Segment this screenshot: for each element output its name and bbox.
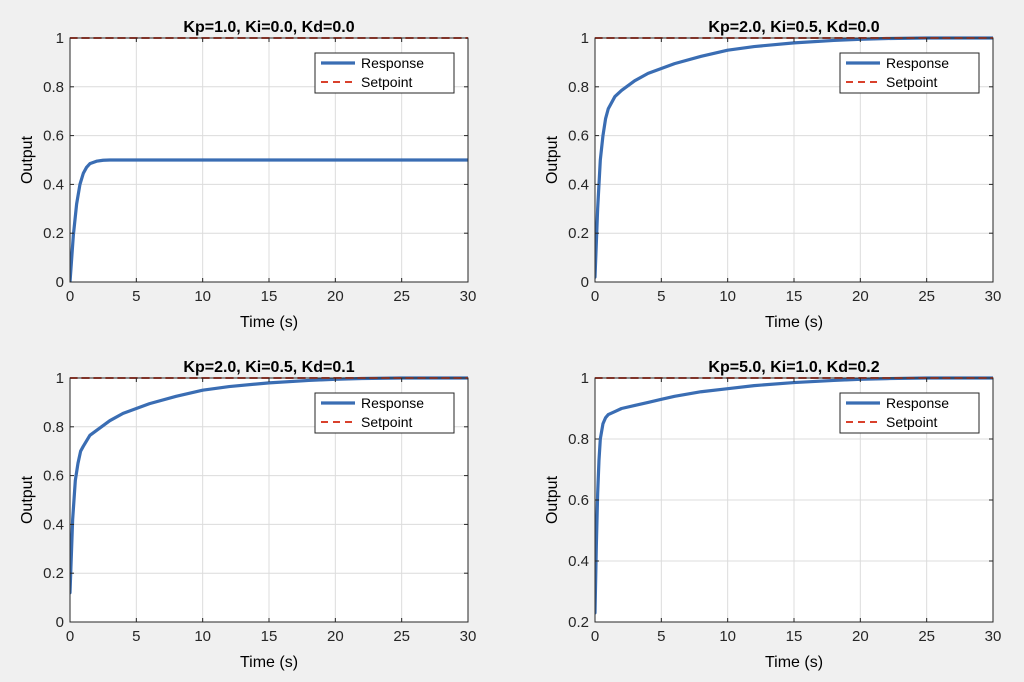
y-tick-label: 0.6 — [568, 492, 589, 509]
legend-label-response: Response — [886, 55, 949, 71]
x-tick-label: 30 — [460, 628, 477, 645]
series-response-line — [595, 376, 993, 615]
x-tick-label: 20 — [852, 288, 869, 305]
y-axis-label: Output — [544, 475, 561, 524]
x-tick-label: 15 — [261, 628, 278, 645]
x-tick-label: 25 — [393, 288, 410, 305]
chart-title: Kp=2.0, Ki=0.5, Kd=0.0 — [708, 19, 879, 36]
x-tick-label: 10 — [719, 288, 736, 305]
x-tick-label: 0 — [591, 288, 599, 305]
y-axis-label: Output — [544, 135, 561, 184]
x-tick-label: 15 — [261, 288, 278, 305]
y-tick-label: 0.4 — [568, 176, 589, 193]
x-tick-label: 20 — [327, 288, 344, 305]
x-tick-label: 5 — [132, 628, 140, 645]
x-tick-label: 0 — [66, 288, 74, 305]
y-tick-label: 0.4 — [568, 553, 589, 570]
legend-label-setpoint: Setpoint — [361, 74, 412, 90]
legend-label-response: Response — [361, 55, 424, 71]
y-tick-label: 0 — [56, 274, 64, 291]
x-tick-label: 20 — [327, 628, 344, 645]
y-tick-label: 0.2 — [43, 565, 64, 582]
x-tick-label: 5 — [657, 288, 665, 305]
legend-box — [839, 52, 980, 94]
subplot-4: 0 5 10 15 20 25 30 0.2 0.4 0.6 0.8 1 Kp=5.0, Ki=1.0,… — [544, 359, 1001, 671]
legend: Response Setpoint — [839, 52, 980, 94]
x-axis-label: Time (s) — [765, 654, 823, 671]
chart-title: Kp=5.0, Ki=1.0, Kd=0.2 — [708, 359, 879, 376]
x-tick-label: 0 — [66, 628, 74, 645]
y-tick-label: 1 — [56, 370, 64, 387]
x-tick-label: 15 — [786, 628, 803, 645]
x-tick-label: 0 — [591, 628, 599, 645]
x-tick-label: 15 — [786, 288, 803, 305]
x-tick-label: 30 — [985, 288, 1002, 305]
x-tick-label: 25 — [918, 628, 935, 645]
legend-box — [314, 52, 455, 94]
legend-label-setpoint: Setpoint — [361, 414, 412, 430]
legend: Response Setpoint — [314, 52, 455, 94]
subplot-1: 0 5 10 15 20 25 30 0 0.2 0.4 0.6 0.8 1 Kp=1.0, Ki=0.0… — [19, 19, 476, 331]
x-tick-label: 30 — [985, 628, 1002, 645]
x-tick-label: 5 — [132, 288, 140, 305]
y-tick-label: 0 — [56, 614, 64, 631]
legend-box — [314, 392, 455, 434]
subplot-3: 0 5 10 15 20 25 30 0 0.2 0.4 0.6 0.8 1 Kp=2.0, Ki=0.5… — [19, 359, 476, 671]
x-axis-label: Time (s) — [765, 314, 823, 331]
x-tick-label: 10 — [194, 628, 211, 645]
chart-title: Kp=2.0, Ki=0.5, Kd=0.1 — [183, 359, 354, 376]
y-tick-label: 1 — [581, 370, 589, 387]
y-axis-label: Output — [19, 475, 36, 524]
series-response-line — [70, 158, 468, 282]
subplot-2: 0 5 10 15 20 25 30 0 0.2 0.4 0.6 0.8 1 Kp=2.0, Ki=0.5… — [544, 19, 1001, 331]
y-tick-label: 0.6 — [568, 128, 589, 145]
series-response-line — [70, 376, 468, 595]
legend: Response Setpoint — [314, 392, 455, 434]
y-tick-label: 0.2 — [568, 225, 589, 242]
y-tick-label: 0.4 — [43, 516, 64, 533]
x-axis-label: Time (s) — [240, 314, 298, 331]
x-tick-label: 10 — [719, 628, 736, 645]
y-tick-label: 0.2 — [568, 614, 589, 631]
y-tick-label: 0.6 — [43, 468, 64, 485]
series-response-line — [595, 36, 993, 279]
y-tick-label: 1 — [56, 30, 64, 47]
y-tick-label: 0.8 — [43, 419, 64, 436]
x-axis-label: Time (s) — [240, 654, 298, 671]
chart-title: Kp=1.0, Ki=0.0, Kd=0.0 — [183, 19, 354, 36]
y-tick-label: 0.8 — [43, 79, 64, 96]
x-tick-label: 30 — [460, 288, 477, 305]
legend-label-response: Response — [886, 395, 949, 411]
y-tick-label: 0.8 — [568, 431, 589, 448]
x-tick-label: 5 — [657, 628, 665, 645]
y-tick-label: 0.2 — [43, 225, 64, 242]
y-tick-label: 0.6 — [43, 128, 64, 145]
y-tick-label: 0.8 — [568, 79, 589, 96]
x-tick-label: 25 — [393, 628, 410, 645]
x-tick-label: 20 — [852, 628, 869, 645]
x-tick-label: 10 — [194, 288, 211, 305]
x-tick-label: 25 — [918, 288, 935, 305]
y-tick-label: 0 — [581, 274, 589, 291]
legend-box — [839, 392, 980, 434]
legend-label-setpoint: Setpoint — [886, 74, 937, 90]
legend-label-response: Response — [361, 395, 424, 411]
y-tick-label: 0.4 — [43, 176, 64, 193]
y-tick-label: 1 — [581, 30, 589, 47]
legend-label-setpoint: Setpoint — [886, 414, 937, 430]
y-axis-label: Output — [19, 135, 36, 184]
legend: Response Setpoint — [839, 392, 980, 434]
